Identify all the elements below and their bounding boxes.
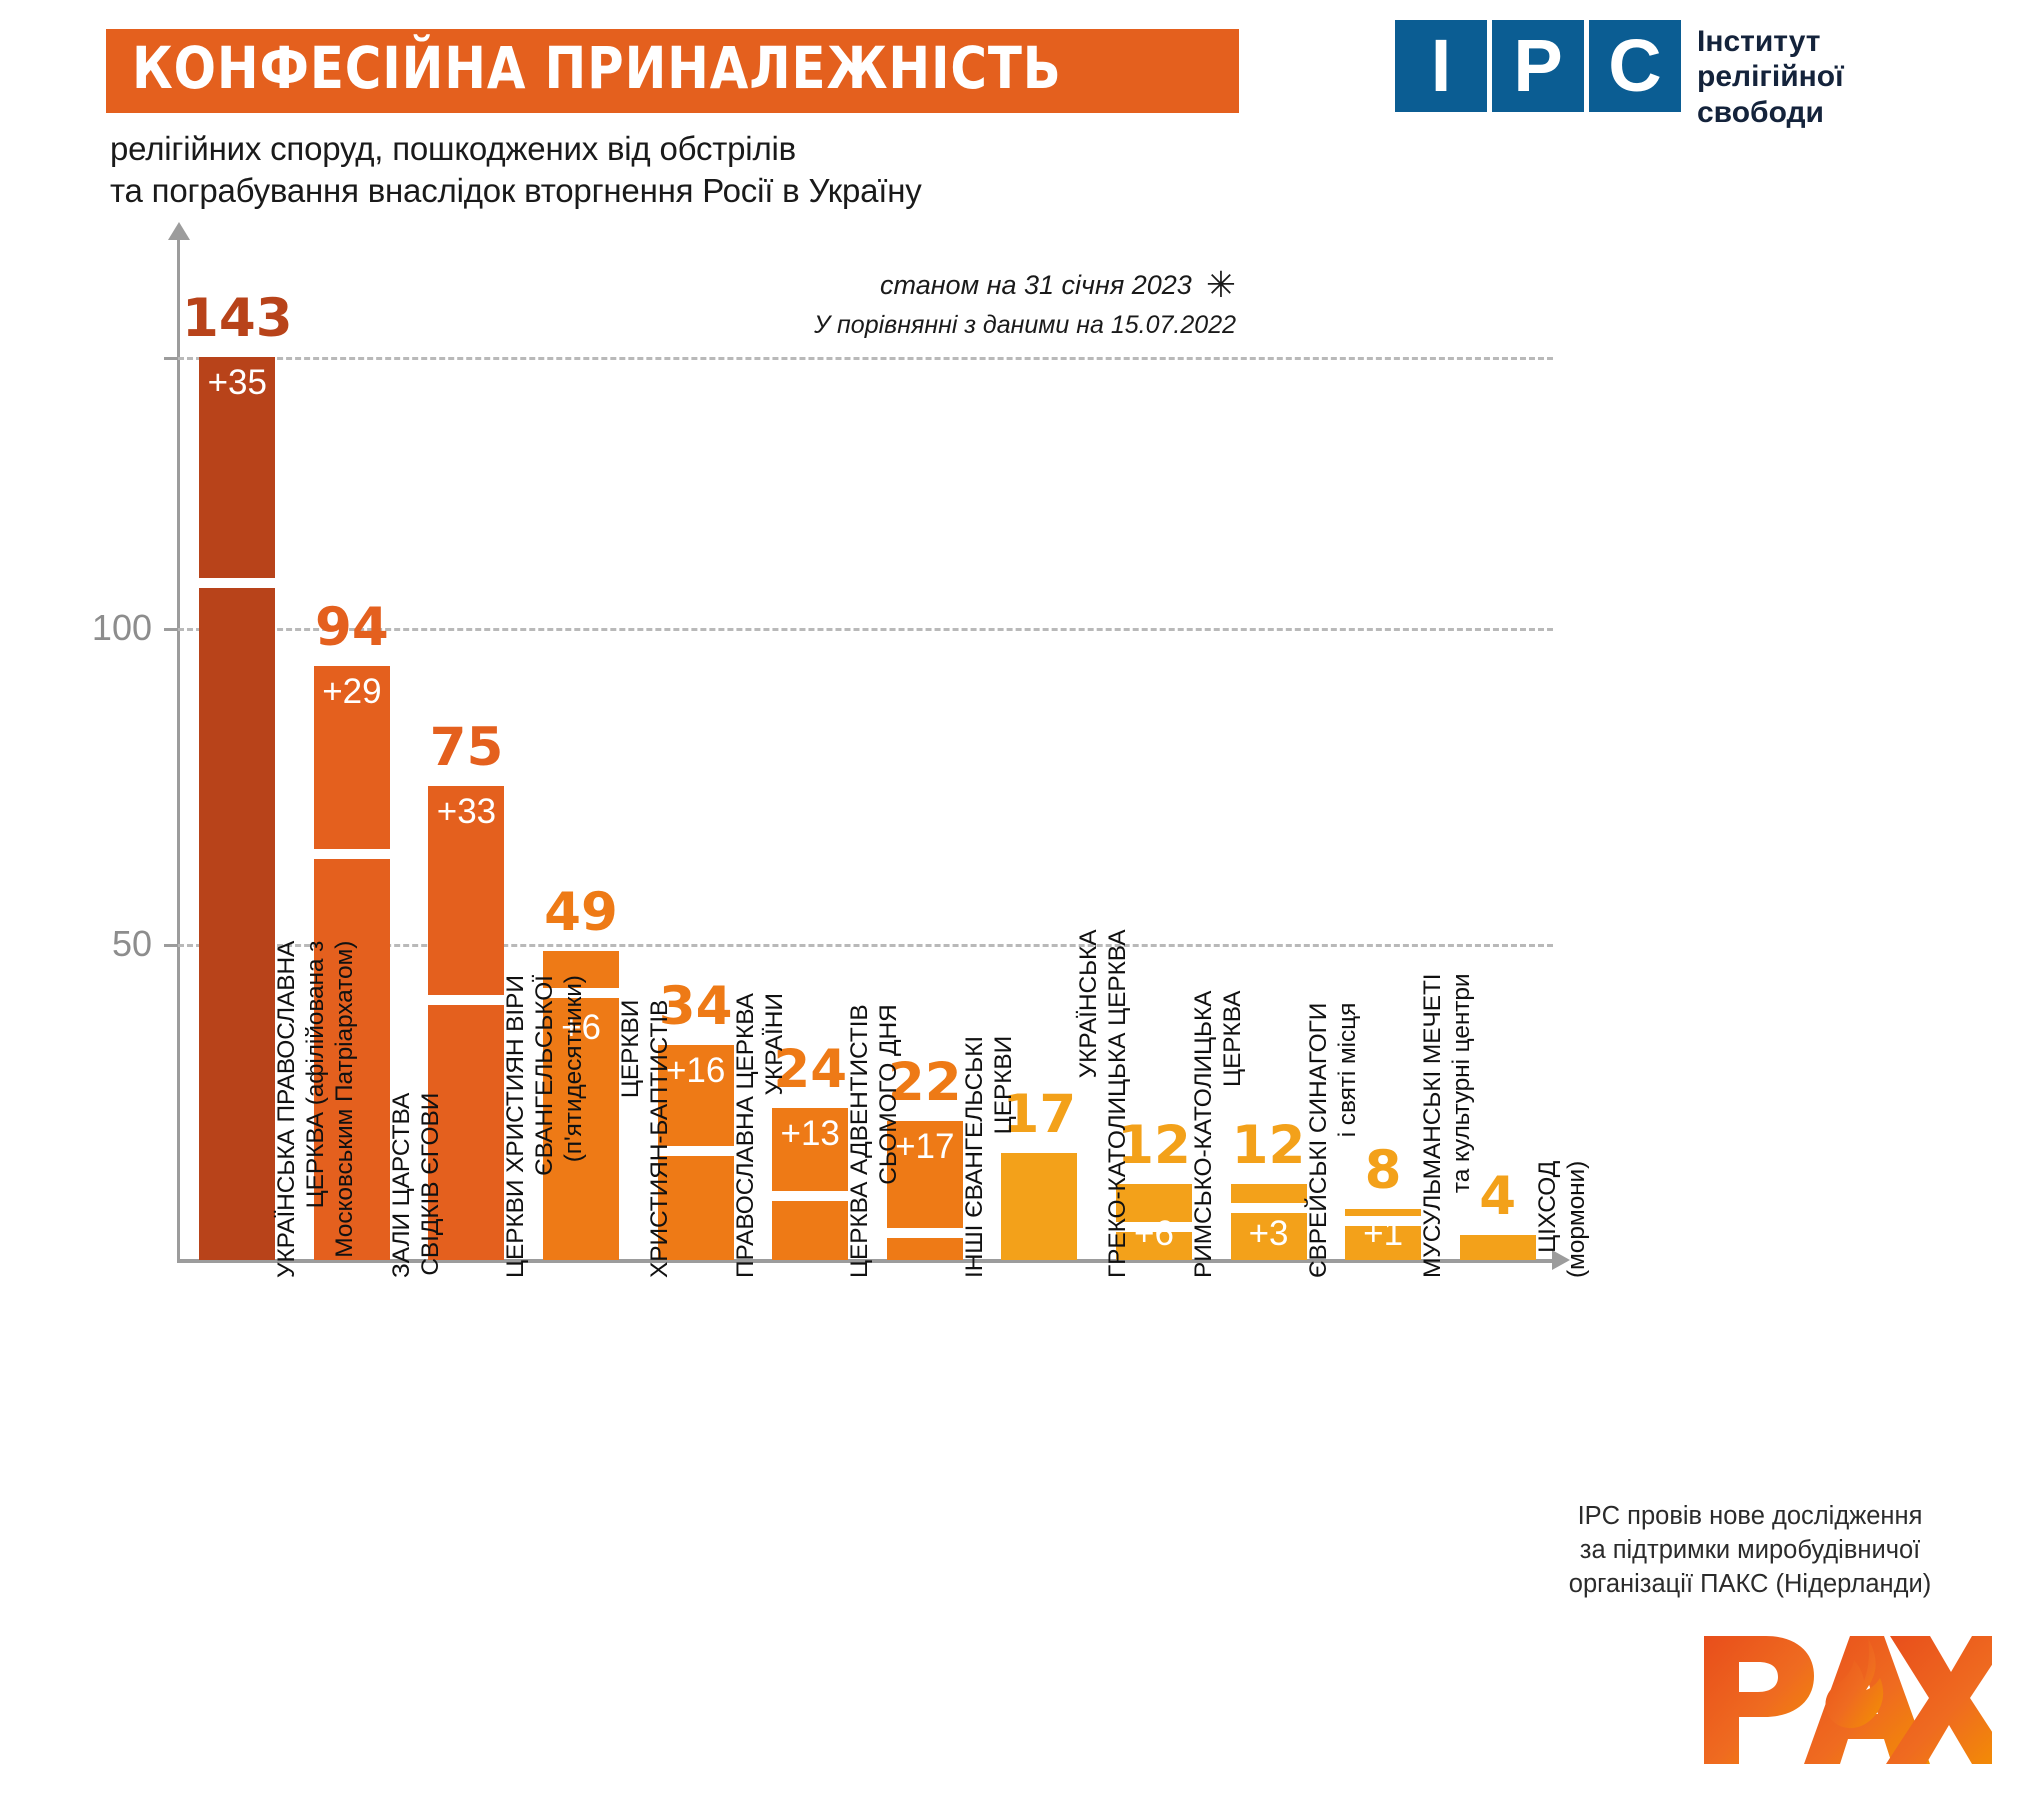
bar-segment-base [428, 1004, 505, 1260]
gridline [178, 628, 1553, 632]
asterisk-icon: ✳ [1205, 264, 1236, 305]
y-axis-tick [164, 356, 178, 360]
bar-total-label: 4 [1479, 1165, 1517, 1227]
bar-segment-increment [657, 1045, 734, 1147]
bar-total-label: 49 [544, 881, 618, 943]
bar-increment-label: +3 [1248, 1214, 1289, 1253]
bar-increment-label: +13 [780, 1114, 840, 1154]
bar-segment-base [313, 859, 390, 1260]
chart-date-note-line2: У порівнянні з даними на 15.07.2022 [814, 310, 1236, 339]
bar-column: +29 94 [313, 601, 390, 1260]
bar-increment-label: +35 [207, 362, 267, 402]
bar-column: +3 12 [1230, 1119, 1307, 1260]
y-axis-tick [164, 628, 178, 632]
y-axis-arrow-icon [168, 222, 190, 240]
bar-total-label: 143 [181, 287, 293, 349]
x-axis-category-label: РИМСЬКО-КАТОЛИЦЬКА ЦЕРКВА [1189, 990, 1246, 1278]
chart-plot-area: 50 100 +35 143 +29 94 +33 75 +6 49 +16 34 +13 24 +17 2… [92, 222, 1570, 1270]
bar-segment-increment [1115, 1184, 1192, 1223]
y-axis-tick [164, 944, 178, 948]
bar-total-label: 22 [887, 1052, 962, 1114]
x-axis-category-label: МУСУЛЬМАНСЬКІ МЕЧЕТІ та культурні центри [1419, 973, 1476, 1278]
bar-column: +13 24 [772, 1043, 849, 1260]
bar-total-label: 8 [1364, 1140, 1402, 1202]
bar-column: +6 49 [543, 886, 620, 1260]
gridline [178, 944, 1553, 948]
bar-segment-base [199, 587, 276, 1260]
bar-increment-label: +29 [322, 672, 382, 712]
x-axis-category-label: УКРАЇНСЬКА ПРАВОСЛАВНА ЦЕРКВА (афілійова… [273, 940, 359, 1278]
bar-column: +6 12 [1115, 1119, 1192, 1260]
x-axis-category-label: ЦЕРКВИ ХРИСТИЯН ВІРИ ЄВАНГЕЛЬСЬКОЇ (п'ят… [502, 975, 588, 1278]
bar-column: 4 [1459, 1170, 1536, 1260]
bar-column: +17 22 [886, 1056, 963, 1260]
x-axis-category-label: ІНШІ ЄВАНГЕЛЬСЬКІ ЦЕРКВИ [960, 1035, 1017, 1278]
bar-increment-label: +1 [1363, 1214, 1404, 1253]
bar-segment-increment [428, 786, 505, 995]
ipc-logo-letter-p: P [1492, 20, 1584, 112]
bar-column: +1 8 [1345, 1144, 1422, 1260]
x-axis-arrow-icon [1552, 1250, 1570, 1270]
pax-logo [1700, 1630, 2013, 1770]
x-axis-category-label: ЦІХСОД (мормони) [1533, 1160, 1590, 1278]
bar-segment-base [1230, 1213, 1307, 1260]
bar-segment-increment [199, 356, 276, 578]
bar-segment-base [1459, 1234, 1536, 1260]
bar-column: 17 [1001, 1088, 1078, 1260]
bar-series: +35 143 +29 94 +33 75 +6 49 +16 34 +13 24 +17 22 17 +6 1… [178, 292, 1553, 1260]
bar-segment-increment [1345, 1209, 1422, 1216]
x-axis-category-label: ЄВРЕЙСЬКІ СИНАГОГИ і святі місця [1304, 1002, 1361, 1278]
y-axis-tick-label: 100 [91, 607, 152, 649]
y-axis-tick-label: 50 [111, 923, 152, 965]
bar-segment-base [886, 1238, 963, 1260]
footer-credit: IPC провів нове дослідження за підтримки… [1568, 1502, 1932, 1598]
ipc-logo: I P C Інститут релігійної свободи [1395, 20, 1844, 130]
ipc-logo-letter-i: I [1395, 20, 1487, 112]
x-axis-category-label: ПРАВОСЛАВНА ЦЕРКВА УКРАЇНИ [731, 993, 788, 1278]
bar-segment-base [657, 1156, 734, 1260]
bar-segment-base [1115, 1232, 1192, 1260]
chart-date-note-line1: станом на 31 січня 2023 ✳ [880, 264, 1236, 305]
bar-total-label: 17 [1002, 1083, 1077, 1145]
bar-increment-label: +33 [436, 792, 497, 832]
bar-total-label: 12 [1117, 1115, 1191, 1177]
x-axis [177, 1259, 1562, 1263]
bar-segment-increment [772, 1108, 849, 1191]
bar-total-label: 75 [429, 717, 504, 779]
ipc-logo-squares: I P C [1395, 20, 1681, 112]
bar-increment-label: +17 [895, 1127, 955, 1167]
bar-total-label: 24 [773, 1039, 848, 1101]
bar-segment-increment [886, 1121, 963, 1229]
bar-increment-label: +6 [561, 1008, 601, 1048]
chart-date-note: станом на 31 січня 2023 ✳ У порівнянні з … [814, 262, 1236, 341]
bar-segment-increment [313, 666, 390, 850]
bar-column: +33 75 [428, 721, 505, 1260]
bar-segment-increment [543, 950, 620, 989]
ipc-logo-letter-c: C [1589, 20, 1681, 112]
bar-column: +35 143 [182, 292, 293, 1260]
bar-segment-base [1345, 1225, 1422, 1260]
bar-column: +16 34 [657, 980, 734, 1260]
bar-segment-increment [1230, 1184, 1307, 1204]
x-axis-category-label: ЗАЛИ ЦАРСТВА СВІДКІВ ЄГОВИ [387, 1092, 444, 1278]
bar-segment-base [543, 998, 620, 1260]
bar-segment-base [1001, 1152, 1078, 1260]
x-axis-category-label: УКРАЇНСЬКА ГРЕКО-КАТОЛИЦЬКА ЦЕРКВА [1075, 929, 1132, 1278]
bar-total-label: 94 [314, 597, 389, 659]
x-axis-category-label: ЦЕРКВИ ХРИСТИЯН-БАПТИСТІВ [617, 999, 673, 1278]
bar-increment-label: +16 [665, 1051, 726, 1091]
bar-segment-base [772, 1200, 849, 1260]
page-title: КОНФЕСІЙНА ПРИНАЛЕЖНІСТЬ [132, 34, 1062, 102]
bar-increment-label: +6 [1134, 1214, 1174, 1253]
ipc-logo-wordmark: Інститут релігійної свободи [1697, 25, 1844, 129]
page-title-band: КОНФЕСІЙНА ПРИНАЛЕЖНІСТЬ [106, 29, 1239, 113]
gridline-top [178, 356, 1553, 360]
bar-total-label: 12 [1231, 1115, 1306, 1177]
page-subtitle: релігійних споруд, пошкоджених від обстр… [110, 130, 922, 210]
bar-total-label: 34 [658, 976, 733, 1038]
x-axis-category-label: ЦЕРКВА АДВЕНТИСТІВ СЬОМОГО ДНЯ [846, 1004, 903, 1278]
y-axis [177, 236, 180, 1260]
